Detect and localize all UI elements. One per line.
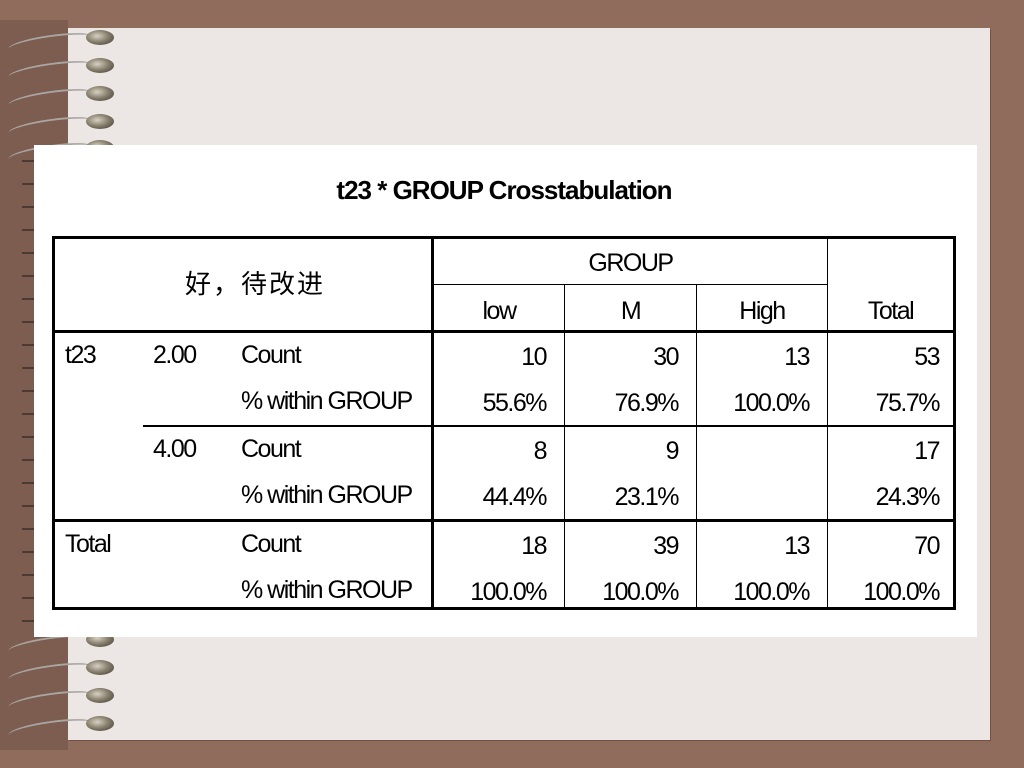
ring-wire — [7, 113, 95, 141]
binding-tick — [22, 413, 38, 415]
count-cell: 13 — [784, 343, 810, 371]
binding-ring — [7, 686, 120, 715]
binding-tick — [22, 183, 38, 185]
stat-label-pct: % within GROUP — [241, 387, 413, 415]
binding-tick — [22, 459, 38, 461]
pct-cell: 55.6% — [482, 389, 548, 417]
binding-tick — [22, 252, 38, 254]
col-header-m: M — [620, 297, 642, 325]
count-cell: 8 — [533, 437, 548, 465]
stat-label-count: Count — [241, 530, 302, 558]
binding-tick — [22, 551, 38, 553]
stat-label-count: Count — [241, 435, 302, 463]
binding-tick — [22, 390, 38, 392]
level-label: 2.00 — [153, 341, 197, 369]
pct-total-cell: 75.7% — [875, 389, 941, 417]
binding-ring — [7, 658, 120, 687]
pct-cell: 44.4% — [482, 483, 548, 511]
crosstab-table: 好，待改进 GROUP low M High Total t23 2.00 Co… — [52, 236, 956, 610]
binding-ring — [7, 28, 120, 57]
rule-col-2 — [696, 284, 697, 607]
count-cell: 30 — [653, 343, 679, 371]
binding-tick — [22, 528, 38, 530]
corner-label: 好，待改进 — [185, 270, 326, 300]
binding-tick — [22, 436, 38, 438]
binding-ring — [7, 112, 120, 141]
table-title: t23 * GROUP Crosstabulation — [336, 175, 672, 205]
pct-cell: 100.0% — [733, 578, 810, 606]
binding-tick — [22, 597, 38, 599]
binding-tick — [22, 275, 38, 277]
ring-hole — [86, 86, 114, 101]
binding-tick — [22, 505, 38, 507]
stat-label-pct: % within GROUP — [241, 481, 413, 509]
binding-tick — [22, 229, 38, 231]
group-header: GROUP — [588, 249, 674, 277]
ring-wire — [7, 29, 95, 57]
binding-tick — [22, 160, 38, 162]
binding-tick — [22, 321, 38, 323]
ring-hole — [86, 716, 114, 731]
pct-cell: 100.0% — [470, 578, 547, 606]
stat-label-count: Count — [241, 341, 302, 369]
binding-tick — [22, 298, 38, 300]
col-header-high: High — [739, 297, 786, 325]
rule-level-split — [143, 425, 953, 427]
count-cell: 10 — [521, 343, 547, 371]
ring-wire — [7, 57, 95, 85]
slide-content: t23 * GROUP Crosstabulation 好，待改进 GROUP … — [34, 145, 977, 637]
row-var-label: t23 — [65, 341, 97, 369]
rule-header-bottom — [55, 330, 953, 333]
col-header-total: Total — [867, 297, 915, 325]
binding-tick — [22, 206, 38, 208]
ring-hole — [86, 688, 114, 703]
ring-wire — [7, 687, 95, 715]
count-total-cell: 17 — [914, 437, 940, 465]
count-cell: 18 — [521, 532, 547, 560]
level-label: 4.00 — [153, 435, 197, 463]
binding-tick — [22, 574, 38, 576]
rule-col-3 — [827, 239, 828, 607]
ring-wire — [7, 85, 95, 113]
ring-hole — [86, 114, 114, 129]
binding-tick — [22, 344, 38, 346]
count-cell: 13 — [784, 532, 810, 560]
binding-ring — [7, 714, 120, 743]
binding-tick — [22, 482, 38, 484]
count-total-cell: 70 — [914, 532, 940, 560]
ring-wire — [7, 715, 95, 743]
col-header-low: low — [482, 297, 517, 325]
binding-ring — [7, 84, 120, 113]
rule-stub-right — [431, 239, 434, 607]
binding-tick — [22, 367, 38, 369]
pct-cell: 100.0% — [602, 578, 679, 606]
pct-cell: 23.1% — [614, 483, 680, 511]
ring-wire — [7, 659, 95, 687]
ring-hole — [86, 30, 114, 45]
stat-label-pct: % within GROUP — [241, 576, 413, 604]
ring-hole — [86, 58, 114, 73]
ring-hole — [86, 660, 114, 675]
rule-col-1 — [564, 284, 565, 607]
count-cell: 39 — [653, 532, 679, 560]
count-cell: 9 — [665, 437, 680, 465]
count-total-cell: 53 — [914, 343, 940, 371]
rule-total-top — [55, 519, 953, 522]
pct-total-cell: 24.3% — [875, 483, 941, 511]
binding-tick — [22, 620, 38, 622]
pct-cell: 100.0% — [733, 389, 810, 417]
total-row-label: Total — [65, 530, 112, 558]
rule-group-under — [433, 284, 828, 285]
pct-cell: 76.9% — [614, 389, 680, 417]
pct-total-cell: 100.0% — [863, 578, 940, 606]
binding-ring — [7, 56, 120, 85]
